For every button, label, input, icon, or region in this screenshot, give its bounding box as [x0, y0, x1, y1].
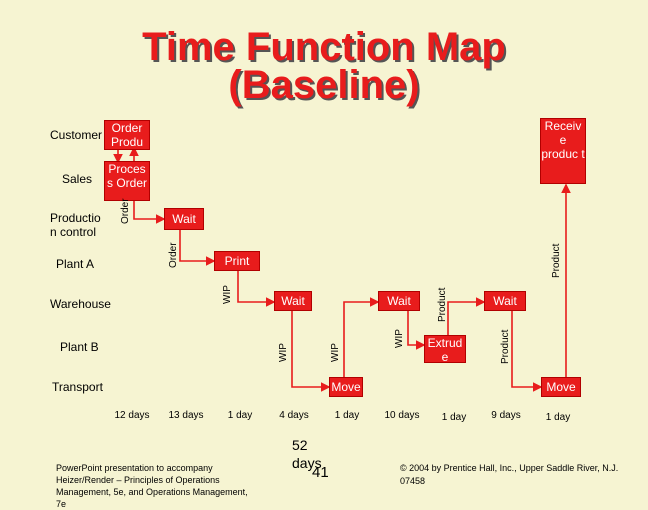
lane-transport: Transport [52, 380, 103, 394]
connector-wait-to-extrude [407, 310, 426, 350]
flow-label-order-2: Order [168, 242, 179, 268]
page-number: 41 [312, 464, 329, 481]
box-wait-warehouse-3: Wait [484, 291, 526, 311]
box-wait-warehouse-2: Wait [378, 291, 420, 311]
flow-label-wip-3: WIP [330, 343, 341, 362]
timeline-item: 1 day [441, 412, 467, 423]
box-process-order: Proces s Order [104, 161, 150, 201]
flow-label-order-1: Order [120, 198, 131, 224]
lane-sales: Sales [62, 172, 93, 186]
connector-move-to-wait [343, 297, 380, 378]
lane-warehouse: Warehouse [50, 297, 111, 311]
timeline-item: 1 day [545, 412, 571, 423]
box-move-2: Move [541, 377, 581, 397]
timeline-item: 4 days [279, 410, 309, 421]
connector-wait-to-move [291, 310, 331, 392]
timeline-item: 9 days [491, 410, 521, 421]
box-wait-warehouse-1: Wait [274, 291, 312, 311]
title-line-1: Time Function Map [142, 25, 506, 69]
total-lead-time: 52 days [292, 437, 322, 471]
flow-label-wip-4: WIP [394, 329, 405, 348]
box-print: Print [214, 251, 260, 271]
connector-wait-to-move-2 [511, 310, 543, 392]
lane-plant-a: Plant A [56, 257, 95, 271]
connector-print-to-warehouse [237, 270, 276, 307]
footer-right: © 2004 by Prentice Hall, Inc., Upper Sad… [400, 463, 619, 486]
flow-label-product-1: Product [437, 287, 448, 322]
timeline-item: 1 day [334, 410, 360, 421]
flow-label-product-3: Product [551, 243, 562, 278]
flow-label-product-2: Product [500, 329, 511, 364]
footer-left: PowerPoint presentation to accompany Hei… [56, 463, 248, 509]
box-receive-product: Receiv e produc t [540, 118, 586, 184]
flow-label-wip-2: WIP [278, 343, 289, 362]
connector-extrude-to-wait [447, 297, 486, 336]
box-wait-production-control: Wait [164, 208, 204, 230]
connector-process-to-wait [133, 200, 166, 224]
lane-plant-b: Plant B [60, 340, 99, 354]
box-move-1: Move [329, 377, 363, 397]
flow-label-wip-1: WIP [222, 285, 233, 304]
lane-customer: Customer [50, 128, 103, 142]
box-extrude: Extrud e [424, 335, 466, 363]
box-order-product: Order Produ ct [104, 120, 150, 150]
connector-wait-to-print [179, 228, 216, 266]
timeline-item: 13 days [168, 410, 204, 421]
timeline-item: 1 day [227, 410, 253, 421]
title-line-2: (Baseline) [228, 63, 420, 107]
timeline-item: 12 days [114, 410, 150, 421]
timeline-item: 10 days [384, 410, 420, 421]
lane-production-control: Productio n control [50, 211, 101, 239]
